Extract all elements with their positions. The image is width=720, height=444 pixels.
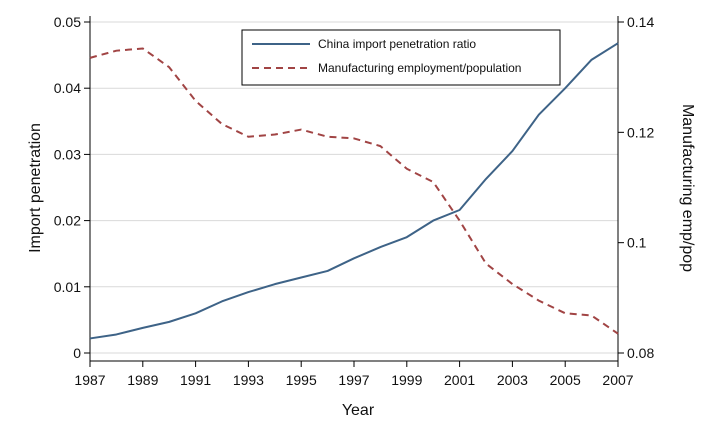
left-tick-label: 0.01 bbox=[54, 279, 81, 295]
series-lines bbox=[89, 42, 619, 340]
right-tick-label: 0.08 bbox=[627, 345, 654, 361]
grid-lines bbox=[90, 21, 618, 354]
left-tick-label: 0.04 bbox=[54, 80, 81, 96]
x-tick-label: 1999 bbox=[391, 372, 422, 388]
right-tick-label: 0.1 bbox=[627, 235, 647, 251]
x-tick-label: 2007 bbox=[602, 372, 633, 388]
legend-box bbox=[241, 29, 561, 86]
left-axis-title: Import penetration bbox=[27, 123, 44, 253]
legend-label-import: China import penetration ratio bbox=[318, 37, 476, 51]
left-tick-label: 0 bbox=[73, 345, 81, 361]
x-tick-label: 1991 bbox=[180, 372, 211, 388]
left-axis-ticks: 0 0.01 0.02 0.03 0.04 0.05 bbox=[54, 14, 90, 361]
right-axis-ticks: 0.08 0.1 0.12 0.14 bbox=[618, 14, 654, 361]
right-tick-label: 0.12 bbox=[627, 124, 654, 140]
x-tick-label: 1995 bbox=[286, 372, 317, 388]
x-axis-ticks: 1987 1989 1991 1993 1995 1997 1999 2001 2003 2005… bbox=[74, 361, 634, 388]
import-penetration-line bbox=[89, 42, 619, 340]
right-axis-title: Manufacturing emp/pop bbox=[679, 104, 696, 272]
x-tick-label: 2001 bbox=[444, 372, 475, 388]
legend-label-employment: Manufacturing employment/population bbox=[318, 61, 521, 75]
left-tick-label: 0.02 bbox=[54, 213, 81, 229]
legend: China import penetration ratio Manufactu… bbox=[241, 29, 561, 86]
x-tick-label: 1989 bbox=[127, 372, 158, 388]
x-tick-label: 1997 bbox=[338, 372, 369, 388]
x-axis-title: Year bbox=[342, 402, 375, 419]
left-tick-label: 0.05 bbox=[54, 14, 81, 30]
left-tick-label: 0.03 bbox=[54, 146, 81, 162]
x-tick-label: 1993 bbox=[233, 372, 264, 388]
x-tick-label: 2005 bbox=[550, 372, 581, 388]
manufacturing-employment-line bbox=[89, 47, 619, 335]
right-tick-label: 0.14 bbox=[627, 14, 654, 30]
x-tick-label: 2003 bbox=[497, 372, 528, 388]
x-tick-label: 1987 bbox=[74, 372, 105, 388]
